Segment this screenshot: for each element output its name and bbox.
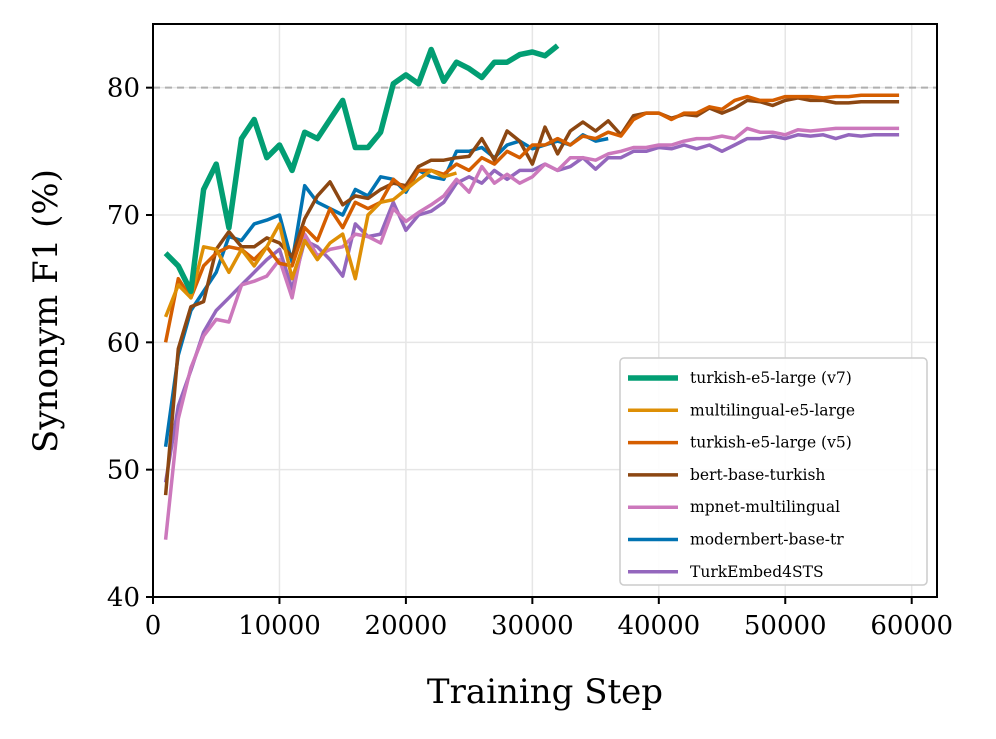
x-tick-label: 30000 xyxy=(491,611,574,641)
x-tick-label: 40000 xyxy=(617,611,700,641)
legend-box xyxy=(619,357,928,586)
x-axis-title: Training Step xyxy=(427,672,663,712)
axis-ticks: 0 10000 20000 30000 40000 50000 60000 40 50 60 70 8… xyxy=(107,74,953,641)
y-tick-label: 60 xyxy=(107,328,140,358)
y-tick-label: 50 xyxy=(107,456,140,486)
series-line-modernbert-base-tr xyxy=(163,133,609,447)
grid-lines xyxy=(152,24,937,598)
y-tick-label: 40 xyxy=(107,583,140,613)
y-tick-label: 70 xyxy=(107,201,140,231)
y-axis-title: Synonym F1 (%) xyxy=(26,169,66,453)
x-tick-label: 10000 xyxy=(238,611,321,641)
series-line-turkembed4sts xyxy=(163,133,900,483)
series-line-mpnet-multilingual xyxy=(163,126,900,540)
x-tick-label: 20000 xyxy=(365,611,448,641)
legend: turkish-e5-large (v7) multilingual-e5-lar… xyxy=(619,357,928,586)
legend-label: turkish-e5-large (v5) xyxy=(690,434,852,452)
legend-label: turkish-e5-large (v7) xyxy=(690,369,852,387)
plot-frame xyxy=(152,23,938,598)
legend-label: modernbert-base-tr xyxy=(690,531,844,549)
series-line-multilingual-e5-large xyxy=(163,168,458,318)
legend-label: TurkEmbed4STS xyxy=(690,563,824,581)
x-tick-label: 0 xyxy=(145,611,162,641)
y-tick-label: 80 xyxy=(107,74,140,104)
series-line-turkish-e5-large-v7 xyxy=(163,43,560,295)
series-lines xyxy=(163,43,900,540)
series-line-bert-base-turkish xyxy=(163,96,900,496)
legend-label: bert-base-turkish xyxy=(690,466,825,484)
x-tick-label: 60000 xyxy=(870,611,953,641)
legend-label: multilingual-e5-large xyxy=(690,401,855,419)
x-tick-label: 50000 xyxy=(744,611,827,641)
legend-label: mpnet-multilingual xyxy=(690,498,840,516)
